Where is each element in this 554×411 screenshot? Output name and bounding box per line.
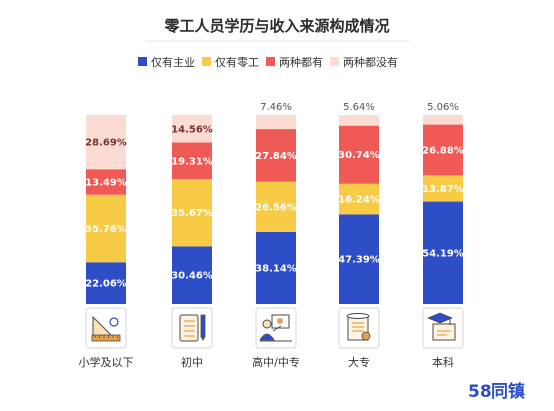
bar-segment bbox=[256, 115, 296, 130]
bar-value-label: 5.06% bbox=[427, 102, 459, 113]
legend-swatch bbox=[330, 57, 339, 66]
bar-segment bbox=[86, 262, 126, 304]
bar-value-label: 5.64% bbox=[343, 102, 375, 113]
logo-text: 同镇 bbox=[491, 381, 525, 402]
bar-value-label: 30.74% bbox=[338, 150, 380, 161]
diploma-scroll-icon bbox=[338, 307, 380, 349]
notebook-pen-icon bbox=[171, 307, 213, 349]
category-label: 本科 bbox=[432, 355, 454, 369]
legend-label: 仅有主业 bbox=[151, 55, 195, 69]
bar-segment bbox=[172, 142, 212, 180]
bars: 22.06% 35.76% 13.49% 28.69% 30.46% 35.67% 19.3… bbox=[85, 114, 464, 304]
teacher-board-icon bbox=[255, 307, 297, 349]
bar-value-label: 27.84% bbox=[255, 151, 297, 162]
bar-segment bbox=[423, 124, 463, 176]
bar-value-label: 13.87% bbox=[422, 184, 464, 195]
bar-value-label: 35.67% bbox=[171, 208, 213, 219]
bar-segment bbox=[423, 201, 463, 304]
graduation-certificate-icon bbox=[422, 307, 464, 349]
bar-value-label: 14.56% bbox=[171, 124, 213, 135]
bar-value-label: 7.46% bbox=[260, 102, 292, 113]
bar-value-label: 30.46% bbox=[171, 271, 213, 282]
category-label: 初中 bbox=[181, 355, 203, 369]
bar-segment bbox=[256, 231, 296, 304]
legend-swatch bbox=[202, 57, 211, 66]
bar-value-label: 47.39% bbox=[338, 255, 380, 266]
bar-segment bbox=[172, 115, 212, 143]
bar-value-label: 26.88% bbox=[422, 145, 464, 156]
logo-number: 58 bbox=[468, 382, 492, 402]
bar-segment bbox=[256, 129, 296, 182]
legend-label: 两种都没有 bbox=[343, 55, 398, 69]
bar-value-label: 54.19% bbox=[422, 248, 464, 259]
bar-value-label: 22.06% bbox=[85, 279, 127, 290]
bar-value-label: 38.14% bbox=[255, 263, 297, 274]
category-label: 小学及以下 bbox=[79, 355, 134, 369]
legend-swatch bbox=[266, 57, 275, 66]
legend-label: 仅有零工 bbox=[215, 55, 259, 69]
bar-segment bbox=[172, 246, 212, 304]
category-label: 大专 bbox=[348, 355, 370, 369]
bar-value-label: 35.76% bbox=[85, 224, 127, 235]
bar-value-label: 13.49% bbox=[85, 177, 127, 188]
bar-segment bbox=[172, 179, 212, 247]
bar-segment bbox=[86, 169, 126, 195]
bar-segment bbox=[339, 125, 379, 184]
category-labels: 小学及以下 初中 高中/中专 大专 本科 bbox=[79, 355, 455, 369]
logo: 58 同镇 bbox=[468, 381, 525, 402]
legend-swatch bbox=[138, 57, 147, 66]
bar-segment bbox=[86, 115, 126, 170]
bar-segment bbox=[423, 115, 463, 125]
bar-segment bbox=[339, 183, 379, 215]
category-icons bbox=[85, 307, 464, 349]
top-labels: 7.46% 5.64% 5.06% bbox=[260, 102, 459, 113]
bar-value-label: 19.31% bbox=[171, 156, 213, 167]
bar-segment bbox=[256, 181, 296, 232]
chart-title: 零工人员学历与收入来源构成情况 bbox=[163, 17, 389, 35]
bar-segment bbox=[423, 175, 463, 202]
bar-segment bbox=[86, 194, 126, 263]
category-label: 高中/中专 bbox=[252, 355, 300, 369]
bar-segment bbox=[339, 114, 379, 126]
bar-segment bbox=[339, 214, 379, 304]
legend: 仅有主业 仅有零工 两种都有 两种都没有 bbox=[138, 55, 398, 69]
bar-value-label: 28.69% bbox=[85, 138, 127, 149]
bar-value-label: 16.24% bbox=[338, 195, 380, 206]
bar-value-label: 26.56% bbox=[255, 202, 297, 213]
ruler-set-icon bbox=[85, 307, 127, 349]
legend-label: 两种都有 bbox=[279, 55, 323, 69]
